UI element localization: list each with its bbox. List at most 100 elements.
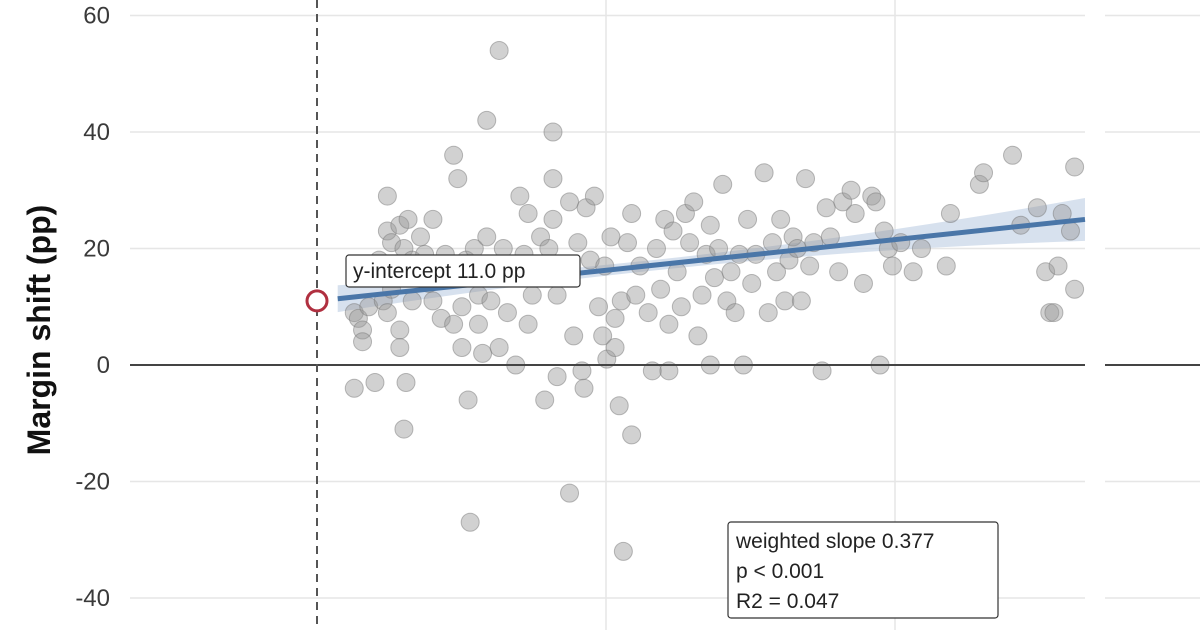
data-point bbox=[911, 239, 931, 258]
data-point bbox=[382, 233, 402, 253]
data-point bbox=[365, 372, 385, 392]
y-tick-label: -20 bbox=[75, 469, 110, 496]
data-point bbox=[584, 186, 604, 206]
points-layer bbox=[344, 40, 1085, 561]
data-point bbox=[1027, 198, 1047, 218]
data-point bbox=[522, 285, 542, 305]
data-point bbox=[568, 233, 588, 253]
data-point bbox=[580, 250, 600, 270]
data-point bbox=[1044, 303, 1064, 323]
data-point bbox=[589, 297, 609, 317]
data-point bbox=[510, 186, 530, 206]
data-point bbox=[812, 361, 832, 381]
data-point bbox=[816, 198, 836, 218]
data-point bbox=[431, 308, 451, 328]
data-point bbox=[663, 221, 683, 241]
y-axis-title: Margin shift (pp) bbox=[21, 205, 57, 456]
data-point bbox=[767, 262, 787, 282]
data-point bbox=[622, 425, 642, 445]
data-point bbox=[560, 483, 580, 503]
data-point bbox=[452, 338, 472, 358]
data-point bbox=[791, 291, 811, 311]
data-point bbox=[820, 227, 840, 247]
data-point bbox=[738, 209, 758, 229]
data-point bbox=[622, 204, 642, 224]
reference-line-layer bbox=[130, 0, 1200, 630]
data-point bbox=[874, 221, 894, 241]
data-point bbox=[903, 262, 923, 282]
intercept-label: y-intercept 11.0 pp bbox=[345, 254, 581, 288]
data-point bbox=[477, 110, 497, 130]
data-point bbox=[709, 239, 729, 258]
data-point bbox=[1036, 262, 1056, 282]
data-point bbox=[481, 291, 501, 311]
y-tick-label: 60 bbox=[83, 3, 110, 30]
data-point bbox=[671, 297, 691, 317]
data-point bbox=[543, 209, 563, 229]
data-point bbox=[390, 320, 410, 340]
data-point bbox=[800, 256, 820, 276]
data-point bbox=[535, 390, 555, 410]
data-point bbox=[518, 314, 538, 334]
data-point bbox=[448, 169, 468, 189]
data-point bbox=[725, 303, 745, 323]
data-point bbox=[974, 163, 994, 183]
intercept-marker bbox=[305, 289, 329, 313]
data-point bbox=[458, 390, 478, 410]
data-point bbox=[845, 204, 865, 224]
data-point bbox=[574, 378, 594, 398]
data-point bbox=[1003, 145, 1023, 165]
data-point bbox=[543, 122, 563, 142]
data-point bbox=[829, 262, 849, 282]
data-point bbox=[1065, 279, 1085, 299]
data-point bbox=[377, 303, 397, 323]
y-tick-label: 20 bbox=[83, 236, 110, 263]
data-point bbox=[543, 169, 563, 189]
data-point bbox=[444, 145, 464, 165]
data-point bbox=[398, 209, 418, 229]
data-point bbox=[605, 338, 625, 358]
data-point bbox=[704, 268, 724, 288]
stats-line-r2: R2 = 0.047 bbox=[736, 590, 839, 613]
y-tick-label: 40 bbox=[83, 119, 110, 146]
data-point bbox=[721, 262, 741, 282]
stats-box: weighted slope 0.377 p < 0.001 R2 = 0.04… bbox=[727, 521, 999, 619]
data-point bbox=[377, 186, 397, 206]
data-point bbox=[853, 273, 873, 293]
data-point bbox=[423, 209, 443, 229]
intercept-label-box bbox=[345, 254, 581, 288]
data-point bbox=[882, 256, 902, 276]
data-point bbox=[692, 285, 712, 305]
data-point bbox=[638, 303, 658, 323]
data-point bbox=[605, 308, 625, 328]
data-point bbox=[680, 233, 700, 253]
data-point bbox=[762, 233, 782, 253]
data-point bbox=[377, 221, 397, 241]
data-point bbox=[626, 285, 646, 305]
data-point bbox=[460, 512, 480, 532]
data-point bbox=[518, 204, 538, 224]
data-point bbox=[473, 343, 493, 363]
data-point bbox=[353, 320, 373, 340]
data-point bbox=[940, 204, 960, 224]
data-point bbox=[936, 256, 956, 276]
data-point bbox=[841, 180, 861, 200]
intercept-label-text: y-intercept 11.0 pp bbox=[353, 260, 525, 283]
data-point bbox=[423, 291, 443, 311]
data-point bbox=[611, 291, 631, 311]
data-point bbox=[796, 169, 816, 189]
data-point bbox=[593, 326, 613, 346]
data-point bbox=[713, 174, 733, 194]
data-point bbox=[411, 227, 430, 247]
data-point bbox=[659, 361, 679, 381]
data-point bbox=[700, 215, 720, 235]
y-tick-label: -40 bbox=[75, 585, 110, 612]
data-point bbox=[452, 297, 472, 317]
data-point bbox=[402, 291, 422, 311]
grid-layer bbox=[130, 0, 1200, 630]
data-point bbox=[866, 192, 886, 212]
data-point bbox=[659, 314, 679, 334]
data-point bbox=[560, 192, 580, 212]
data-point bbox=[394, 419, 414, 439]
data-point bbox=[618, 233, 637, 253]
